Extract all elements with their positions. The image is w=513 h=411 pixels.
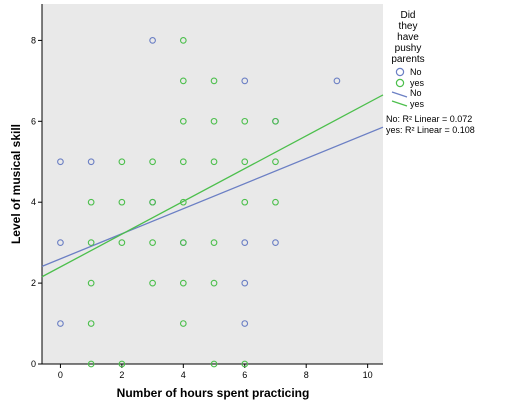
- data-point-yes: [179, 279, 187, 287]
- legend-marker-yes: [395, 78, 405, 88]
- data-point-yes: [87, 320, 95, 327]
- legend-title-line: have: [397, 32, 419, 43]
- y-tick-label: 8: [31, 35, 36, 45]
- data-point-no: [57, 158, 64, 166]
- y-axis-ticks: 0 2 4 6 8: [31, 35, 42, 369]
- data-point-yes: [241, 198, 249, 206]
- legend-title-line: parents: [391, 54, 424, 65]
- x-axis-title: Number of hours spent practicing: [117, 386, 310, 400]
- x-tick-label: 4: [181, 370, 186, 380]
- data-point-yes: [179, 77, 187, 85]
- data-point-yes: [87, 198, 95, 206]
- data-point-yes: [149, 158, 156, 166]
- data-point-no: [241, 279, 249, 287]
- data-point-yes: [179, 198, 187, 206]
- data-point-no: [87, 158, 95, 166]
- data-point-yes: [118, 239, 126, 247]
- data-point-yes: [87, 360, 95, 368]
- data-point-yes: [210, 158, 218, 166]
- data-point-yes: [149, 198, 156, 206]
- data-point-yes: [149, 239, 156, 247]
- data-point-yes: [210, 360, 218, 368]
- y-axis-title: Level of musical skill: [9, 124, 23, 244]
- data-point-no: [241, 239, 249, 247]
- data-point-yes: [179, 320, 187, 327]
- data-point-yes: [241, 117, 249, 125]
- data-point-yes: [118, 158, 126, 166]
- data-point-yes: [272, 158, 279, 166]
- y-tick-label: 2: [31, 278, 36, 288]
- x-axis-ticks: 0 2 4 6 8 10: [58, 364, 373, 380]
- fit-line-yes: [41, 94, 384, 278]
- plot-area: [42, 4, 383, 364]
- data-point-yes: [241, 158, 249, 166]
- legend: Did they have pushy parents No yes No ye…: [386, 10, 475, 135]
- x-tick-label: 2: [119, 370, 124, 380]
- legend-line-label: No: [410, 88, 422, 98]
- data-point-no: [57, 320, 64, 327]
- data-point-yes: [210, 77, 218, 85]
- data-point-no: [241, 320, 249, 327]
- data-point-no: [333, 77, 341, 85]
- data-point-yes: [149, 279, 156, 287]
- data-point-yes: [210, 279, 218, 287]
- data-point-yes: [210, 117, 218, 125]
- data-point-yes: [87, 239, 95, 247]
- x-tick-label: 10: [363, 370, 373, 380]
- y-tick-label: 6: [31, 116, 36, 126]
- data-point-no: [149, 37, 156, 44]
- legend-marker-no: [395, 67, 405, 77]
- fit-lines: [41, 94, 384, 278]
- legend-title-line: they: [399, 21, 418, 32]
- legend-title-line: pushy: [395, 43, 422, 54]
- data-point-yes: [272, 198, 279, 206]
- x-tick-label: 0: [58, 370, 63, 380]
- data-points: [57, 37, 341, 368]
- y-tick-label: 0: [31, 359, 36, 369]
- data-point-no: [272, 239, 279, 247]
- data-point-yes: [179, 158, 187, 166]
- data-point-yes: [87, 279, 95, 287]
- legend-title-line: Did: [400, 10, 415, 21]
- data-point-yes: [179, 117, 187, 125]
- legend-line-yes: [391, 100, 408, 107]
- data-point-no: [241, 77, 249, 85]
- x-tick-label: 6: [242, 370, 247, 380]
- fit-line-no: [41, 126, 384, 267]
- data-point-no: [57, 239, 64, 247]
- data-point-yes: [118, 360, 126, 368]
- legend-line-label: yes: [410, 99, 425, 109]
- data-point-yes: [210, 239, 218, 247]
- data-point-yes: [179, 37, 187, 44]
- legend-fit-note: yes: R² Linear = 0.108: [386, 125, 475, 135]
- x-tick-label: 8: [304, 370, 309, 380]
- legend-line-no: [391, 91, 408, 98]
- data-point-yes: [179, 239, 187, 247]
- legend-fit-note: No: R² Linear = 0.072: [386, 114, 472, 124]
- data-point-yes: [272, 117, 279, 125]
- data-point-yes: [118, 198, 126, 206]
- legend-marker-label: No: [410, 67, 422, 77]
- y-tick-label: 4: [31, 197, 36, 207]
- legend-marker-label: yes: [410, 78, 425, 88]
- data-point-yes: [241, 360, 249, 368]
